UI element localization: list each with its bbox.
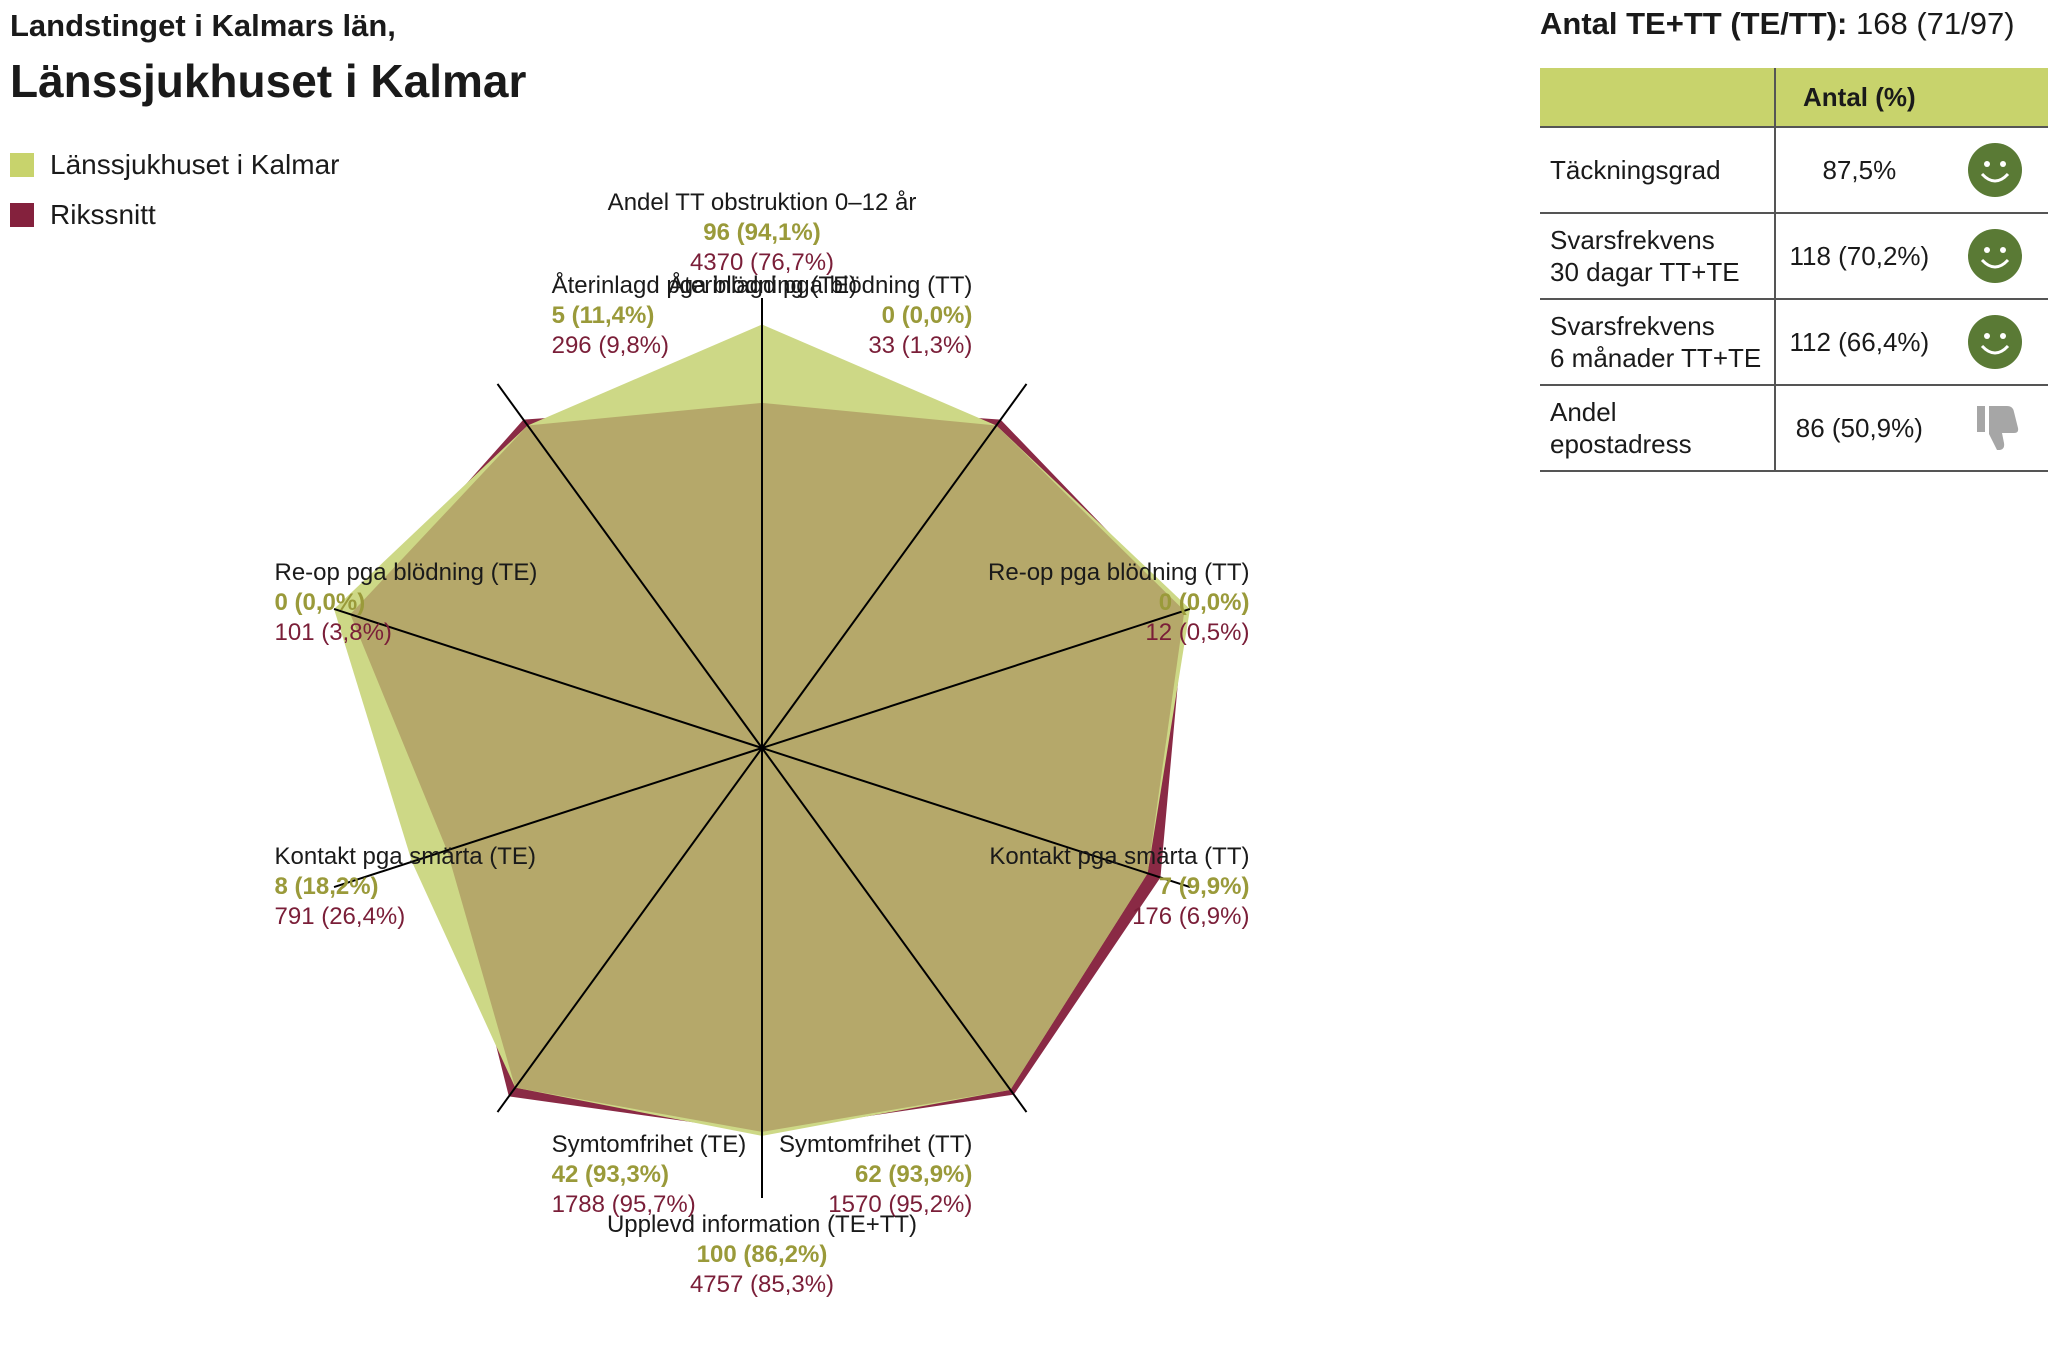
axis-value-avg: 4370 (76,7%) (689, 249, 835, 276)
axis-line (333, 607, 763, 749)
axis-label: Re-op pga blödning (TT) 0 (0,0%) 12 (0,5%) (988, 558, 1249, 648)
axis-name: Re-op pga blödning (TE) (274, 558, 538, 586)
chart-title-line2: Länssjukhuset i Kalmar (10, 55, 527, 107)
axis-value-avg: 296 (9,8%) (551, 331, 670, 359)
axis-value-avg: 101 (3,8%) (274, 618, 392, 646)
axis-value-own: 0 (0,0%) (274, 588, 366, 616)
stats-row-value: 87,5% (1773, 127, 1943, 214)
stats-row: Svarsfrekvens 6 månader TT+TE 112 (66,4%) (1540, 299, 2048, 386)
axis-label: Symtomfrihet (TE) 42 (93,3%) 1788 (95,7%) (552, 1130, 747, 1220)
axis-label: Andel TT obstruktion 0–12 år 96 (94,1%) 43… (608, 188, 917, 278)
axis-line (761, 383, 1028, 749)
stats-row-icon (1942, 127, 2048, 214)
axis-label: Kontakt pga smärta (TT) 7 (9,9%) 176 (6,9%… (989, 842, 1249, 932)
axis-line (496, 747, 763, 1113)
axis-line (761, 747, 1028, 1113)
axis-name: Återinlagd pga blödning (TE) (551, 271, 858, 299)
axis-label: Re-op pga blödning (TE) 0 (0,0%) 101 (3,8%… (275, 558, 538, 648)
axis-value-avg: 33 (1,3%) (868, 331, 973, 359)
stats-table: Antal (%) Täckningsgrad 87,5% Svarsfrekv… (1540, 68, 2048, 472)
axis-name: Upplevd information (TE+TT) (606, 1211, 918, 1238)
stats-row-value: 112 (66,4%) (1773, 299, 1943, 386)
axis-value-avg: 1570 (95,2%) (828, 1191, 973, 1219)
axis-label: Upplevd information (TE+TT) 100 (86,2%) 47… (607, 1210, 917, 1300)
radar-chart (333, 298, 1191, 1198)
stats-row-label: Täckningsgrad (1540, 127, 1775, 214)
axis-value-avg: 1788 (95,7%) (551, 1191, 696, 1219)
smiley-icon (1968, 229, 2023, 283)
axis-value-avg: 12 (0,5%) (1145, 618, 1250, 646)
stats-row: Andel epostadress 86 (50,9%) (1540, 385, 2048, 472)
stats-row-value: 86 (50,9%) (1773, 385, 1943, 472)
stats-header-label: Antal (%) (1773, 68, 1943, 128)
axis-value-own: 96 (94,1%) (703, 219, 821, 246)
legend-label-avg: Rikssnitt (50, 199, 156, 230)
axis-value-own: 7 (9,9%) (1158, 873, 1250, 901)
axis-name: Andel TT obstruktion 0–12 år (607, 189, 917, 216)
axis-name: Symtomfrihet (TT) (779, 1131, 973, 1159)
stats-row-label: Svarsfrekvens 6 månader TT+TE (1540, 299, 1775, 386)
legend: Länssjukhuset i Kalmar Rikssnitt (10, 140, 339, 240)
axis-line (333, 747, 763, 889)
smiley-icon (1968, 315, 2023, 369)
axis-value-own: 5 (11,4%) (551, 301, 655, 329)
axis-name: Återinlagd pga blödning (TT) (668, 271, 973, 299)
axis-line (496, 383, 763, 749)
axis-name: Re-op pga blödning (TT) (988, 558, 1250, 586)
axis-name: Symtomfrihet (TE) (551, 1131, 747, 1159)
axis-value-avg: 4757 (85,3%) (689, 1271, 835, 1298)
summary-value: 168 (71/97) (1856, 6, 2015, 41)
stats-header-icon (1942, 68, 2048, 128)
axis-value-avg: 176 (6,9%) (1132, 903, 1250, 931)
stats-header-row: Antal (%) (1540, 68, 2048, 128)
axis-label: Återinlagd pga blödning (TT) 0 (0,0%) 33 (… (668, 271, 972, 361)
stats-row-label: Svarsfrekvens 30 dagar TT+TE (1540, 213, 1775, 300)
axis-name: Kontakt pga smärta (TT) (989, 843, 1250, 871)
thumbs-down-icon (1977, 406, 2019, 450)
legend-item-own: Länssjukhuset i Kalmar (10, 140, 339, 190)
stats-row-label: Andel epostadress (1540, 385, 1775, 472)
axis-value-own: 8 (18,2%) (274, 873, 379, 901)
legend-swatch-avg (10, 203, 34, 227)
axis-value-own: 100 (86,2%) (696, 1241, 828, 1268)
legend-item-avg: Rikssnitt (10, 190, 339, 240)
axis-value-own: 62 (93,9%) (854, 1161, 973, 1189)
axis-label: Symtomfrihet (TT) 62 (93,9%) 1570 (95,2%) (779, 1130, 972, 1220)
axis-line (761, 747, 1191, 889)
stats-header-empty (1540, 68, 1775, 128)
axis-value-own: 0 (0,0%) (881, 301, 973, 329)
axis-value-avg: 791 (26,4%) (274, 903, 406, 931)
legend-swatch-own (10, 153, 34, 177)
axis-line (761, 607, 1191, 749)
axis-value-own: 0 (0,0%) (1158, 588, 1250, 616)
axis-label: Återinlagd pga blödning (TE) 5 (11,4%) 296… (552, 271, 858, 361)
smiley-icon (1968, 143, 2023, 197)
stats-row-icon (1942, 299, 2048, 386)
axis-name: Kontakt pga smärta (TE) (274, 843, 536, 871)
stats-row-icon (1942, 213, 2048, 300)
axis-value-own: 42 (93,3%) (551, 1161, 670, 1189)
legend-label-own: Länssjukhuset i Kalmar (50, 149, 340, 180)
series-overlap-area (350, 402, 1185, 1132)
summary-label: Antal TE+TT (TE/TT): (1540, 6, 1848, 41)
stats-row: Täckningsgrad 87,5% (1540, 127, 2048, 214)
summary-line: Antal TE+TT (TE/TT): 168 (71/97) (1540, 6, 2015, 42)
stats-row: Svarsfrekvens 30 dagar TT+TE 118 (70,2%) (1540, 213, 2048, 300)
chart-title-line1: Landstinget i Kalmars län, (10, 8, 396, 43)
stats-row-value: 118 (70,2%) (1773, 213, 1943, 300)
stats-row-icon (1942, 385, 2048, 472)
axis-label: Kontakt pga smärta (TE) 8 (18,2%) 791 (26,… (275, 842, 536, 932)
